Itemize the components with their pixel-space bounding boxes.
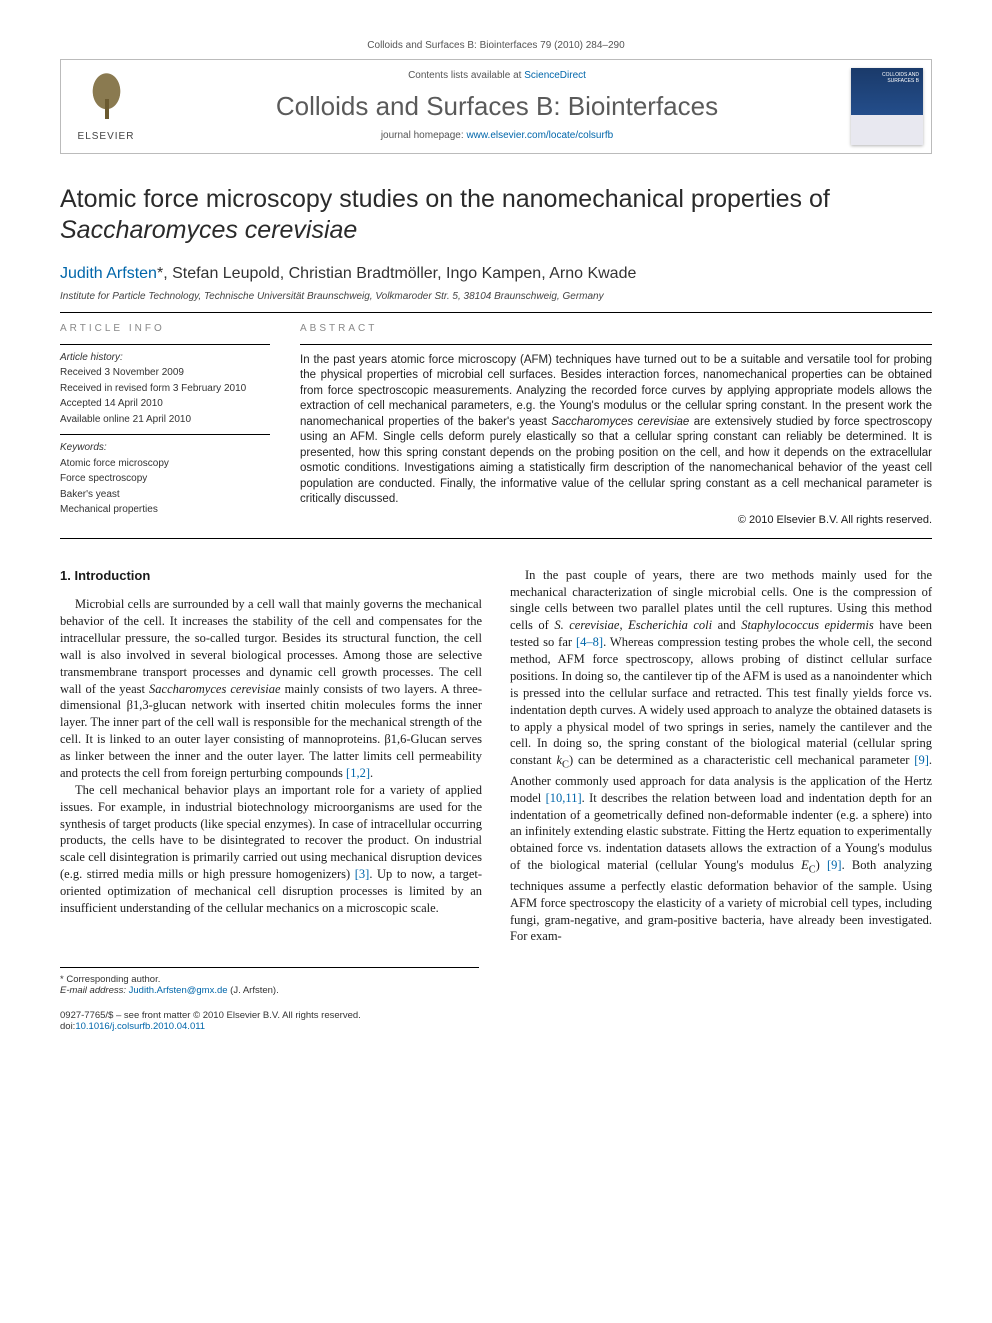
p3c: and: [712, 618, 741, 632]
history-online: Available online 21 April 2010: [60, 413, 270, 427]
p3b: ,: [619, 618, 628, 632]
keyword-4: Mechanical properties: [60, 503, 270, 517]
p3-sp1: S. cerevisiae: [554, 618, 619, 632]
article-title: Atomic force microscopy studies on the n…: [60, 184, 932, 247]
header-center: Contents lists available at ScienceDirec…: [151, 60, 843, 153]
intro-para-1: Microbial cells are surrounded by a cell…: [60, 596, 482, 782]
corresponding-footer: * Corresponding author. E-mail address: …: [60, 967, 479, 996]
ref-1-2[interactable]: [1,2]: [346, 766, 370, 780]
publisher-name: ELSEVIER: [78, 131, 135, 142]
meta-abstract-row: article info Article history: Received 3…: [60, 323, 932, 526]
history-head: Article history:: [60, 351, 270, 365]
contents-line: Contents lists available at ScienceDirec…: [159, 70, 835, 81]
history-received: Received 3 November 2009: [60, 366, 270, 380]
title-text: Atomic force microscopy studies on the n…: [60, 185, 830, 213]
elsevier-logo: ELSEVIER: [61, 60, 151, 153]
article-info-col: article info Article history: Received 3…: [60, 323, 270, 526]
affiliation: Institute for Particle Technology, Techn…: [60, 291, 932, 302]
p3i: ): [816, 858, 827, 872]
corr-author-note: * Corresponding author.: [60, 974, 479, 985]
abstract-copyright: © 2010 Elsevier B.V. All rights reserved…: [300, 514, 932, 526]
section-1-heading: 1. Introduction: [60, 567, 482, 585]
cover-label: COLLOIDS AND SURFACES B: [851, 68, 923, 115]
rule-top: [60, 312, 932, 313]
keyword-3: Baker's yeast: [60, 488, 270, 502]
doi-link[interactable]: 10.1016/j.colsurfb.2010.04.011: [75, 1021, 205, 1032]
abstract-part2: are extensively studied by force spectro…: [300, 416, 932, 506]
issn-text: 0927-7765/$ – see front matter © 2010 El…: [60, 1010, 932, 1021]
homepage-line: journal homepage: www.elsevier.com/locat…: [159, 130, 835, 141]
email-tail: (J. Arfsten).: [228, 985, 279, 996]
kc-sub: C: [562, 760, 569, 771]
abstract-col: abstract In the past years atomic force …: [300, 323, 932, 526]
email-label: E-mail address:: [60, 985, 129, 996]
body-columns: 1. Introduction Microbial cells are surr…: [60, 567, 932, 946]
ec-sub: C: [809, 865, 816, 876]
abstract-species: Saccharomyces cerevisiae: [551, 416, 689, 428]
abstract-rule: [300, 344, 932, 345]
history-revised: Received in revised form 3 February 2010: [60, 382, 270, 396]
info-rule: [60, 344, 270, 345]
p3-sp3: Staphylococcus epidermis: [741, 618, 874, 632]
kw-rule: [60, 434, 270, 435]
p3e: . Whereas compression testing probes the…: [510, 635, 932, 767]
p1end: .: [370, 766, 373, 780]
issn-doi-block: 0927-7765/$ – see front matter © 2010 El…: [60, 1010, 932, 1032]
intro-para-2: The cell mechanical behavior plays an im…: [60, 782, 482, 917]
journal-title: Colloids and Surfaces B: Biointerfaces: [159, 91, 835, 122]
intro-para-3: In the past couple of years, there are t…: [510, 567, 932, 946]
page-root: Colloids and Surfaces B: Biointerfaces 7…: [0, 0, 992, 1072]
author-list: Judith Arfsten*, Stefan Leupold, Christi…: [60, 265, 932, 283]
article-info-head: article info: [60, 323, 270, 334]
contents-prefix: Contents lists available at: [408, 70, 524, 81]
doi-label: doi:: [60, 1021, 75, 1032]
ec-sym: E: [801, 858, 809, 872]
email-link[interactable]: Judith.Arfsten@gmx.de: [129, 985, 228, 996]
ref-4-8[interactable]: [4–8]: [576, 635, 603, 649]
keywords-head: Keywords:: [60, 441, 270, 455]
abstract-head: abstract: [300, 323, 932, 334]
p3f: ) can be determined as a characteristic …: [569, 753, 914, 767]
journal-header-box: ELSEVIER Contents lists available at Sci…: [60, 59, 932, 154]
cover-image-area: [851, 115, 923, 145]
authors-rest: , Stefan Leupold, Christian Bradtmöller,…: [163, 265, 636, 282]
history-accepted: Accepted 14 April 2010: [60, 397, 270, 411]
p1b: mainly consists of two layers. A three-d…: [60, 682, 482, 780]
homepage-prefix: journal homepage:: [381, 130, 467, 141]
keyword-2: Force spectroscopy: [60, 472, 270, 486]
doi-line: doi:10.1016/j.colsurfb.2010.04.011: [60, 1021, 932, 1032]
running-head: Colloids and Surfaces B: Biointerfaces 7…: [60, 40, 932, 51]
email-line: E-mail address: Judith.Arfsten@gmx.de (J…: [60, 985, 479, 996]
ref-3[interactable]: [3]: [355, 867, 370, 881]
title-species: Saccharomyces cerevisiae: [60, 216, 357, 244]
p1-species: Saccharomyces cerevisiae: [149, 682, 281, 696]
rule-bottom: [60, 538, 932, 539]
p3-sp2: Escherichia coli: [628, 618, 712, 632]
elsevier-tree-icon: [79, 72, 134, 127]
ref-9a[interactable]: [9]: [914, 753, 929, 767]
abstract-text: In the past years atomic force microscop…: [300, 353, 932, 508]
keyword-1: Atomic force microscopy: [60, 457, 270, 471]
sciencedirect-link[interactable]: ScienceDirect: [524, 70, 586, 81]
author-corresponding[interactable]: Judith Arfsten: [60, 265, 157, 282]
journal-cover-thumb: COLLOIDS AND SURFACES B: [851, 68, 923, 145]
homepage-link[interactable]: www.elsevier.com/locate/colsurfb: [466, 130, 613, 141]
ref-10-11[interactable]: [10,11]: [546, 791, 582, 805]
ref-9b[interactable]: [9]: [827, 858, 842, 872]
